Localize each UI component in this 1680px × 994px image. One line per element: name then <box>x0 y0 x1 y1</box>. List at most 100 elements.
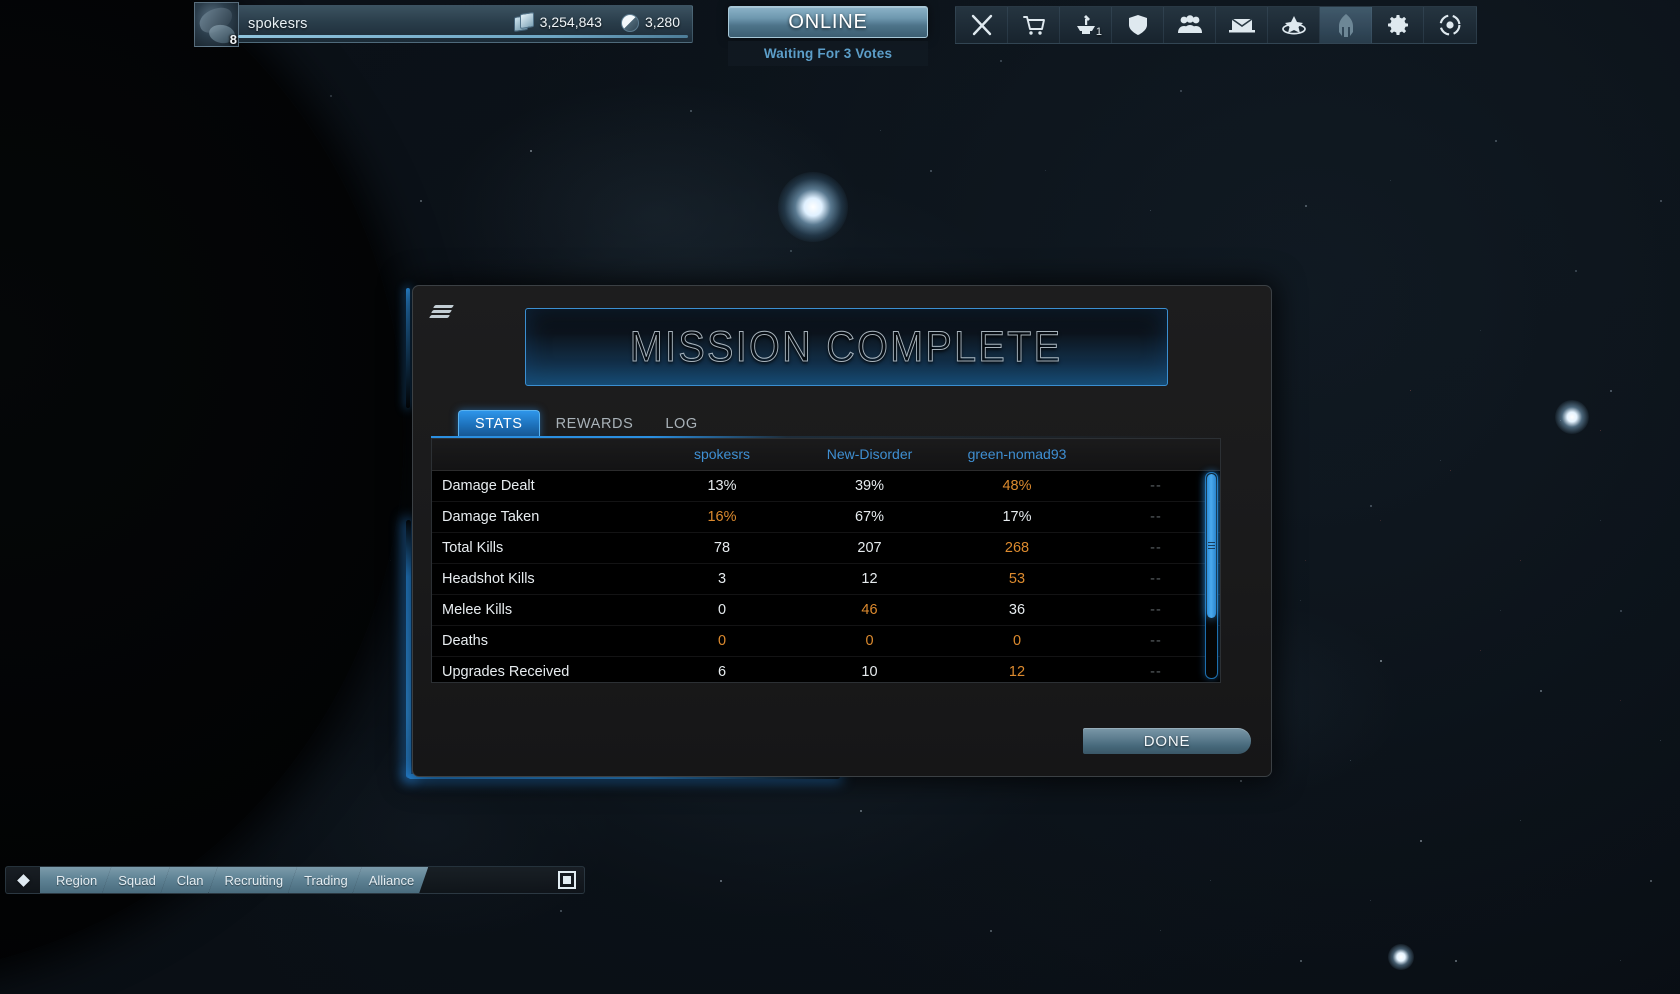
tab-rewards[interactable]: REWARDS <box>555 416 634 432</box>
col-header-player-2: New-Disorder <box>797 439 942 471</box>
stat-label: Deaths <box>432 625 647 657</box>
player-name: spokesrs <box>248 16 308 32</box>
stats-table: spokesrs New-Disorder green-nomad93 Dama… <box>432 439 1220 682</box>
tab-underline <box>431 436 1221 438</box>
chevron-menu-icon[interactable] <box>428 302 455 322</box>
stat-value: 78 <box>647 532 797 564</box>
col-header-player-1: spokesrs <box>647 439 797 471</box>
dialog-glow-top-left <box>406 288 410 408</box>
dialog-glow-left <box>406 520 411 778</box>
top-icon-bar: 1 <box>955 6 1477 44</box>
foundry-anvil-icon[interactable]: 1 <box>1060 7 1112 43</box>
table-row: Damage Dealt 13% 39% 48% -- <box>432 470 1220 502</box>
stat-label: Total Kills <box>432 532 647 564</box>
tab-stats[interactable]: STATS <box>458 410 540 438</box>
stat-value: 13% <box>647 470 797 502</box>
stat-value: 17% <box>942 501 1092 533</box>
stat-value-empty: -- <box>1092 625 1220 657</box>
stat-value: 16% <box>647 501 797 533</box>
player-avatar-icon[interactable]: 8 <box>194 2 239 47</box>
stat-value: 12 <box>797 563 942 595</box>
alliance-icon[interactable] <box>1268 7 1320 43</box>
stat-value: 46 <box>797 594 942 626</box>
col-header-player-3: green-nomad93 <box>942 439 1092 471</box>
chat-tab-region[interactable]: Region <box>40 867 111 893</box>
codex-icon[interactable] <box>1320 7 1372 43</box>
stat-value: 268 <box>942 532 1092 564</box>
arsenal-icon[interactable] <box>956 7 1008 43</box>
foundry-badge: 1 <box>1095 26 1102 38</box>
stat-value: 0 <box>797 625 942 657</box>
vote-status-text: Waiting For 3 Votes <box>728 41 928 66</box>
stat-label: Damage Taken <box>432 501 647 533</box>
table-header-row: spokesrs New-Disorder green-nomad93 <box>432 439 1220 471</box>
stat-value: 36 <box>942 594 1092 626</box>
stat-value-empty: -- <box>1092 532 1220 564</box>
stat-label: Headshot Kills <box>432 563 647 595</box>
online-button[interactable]: ONLINE <box>728 6 928 38</box>
market-cart-icon[interactable] <box>1008 7 1060 43</box>
stat-value: 0 <box>647 594 797 626</box>
options-target-icon[interactable] <box>1424 7 1476 43</box>
chat-tabs: Region Squad Clan Recruiting Trading Alliance <box>40 867 419 893</box>
stat-value: 53 <box>942 563 1092 595</box>
player-panel[interactable]: 8 spokesrs 3,254,843 3,280 <box>194 2 693 47</box>
platinum-currency[interactable]: 3,280 <box>619 13 680 32</box>
bright-star-icon <box>778 172 848 242</box>
stats-table-wrap: spokesrs New-Disorder green-nomad93 Dama… <box>431 438 1221 683</box>
stat-label: Upgrades Received <box>432 656 647 682</box>
stat-value: 12 <box>942 656 1092 682</box>
syndicate-shield-icon[interactable] <box>1112 7 1164 43</box>
stat-value: 10 <box>797 656 942 682</box>
table-row: Total Kills 78 207 268 -- <box>432 532 1220 564</box>
table-row: Upgrades Received 6 10 12 -- <box>432 656 1220 682</box>
table-row: Melee Kills 0 46 36 -- <box>432 594 1220 626</box>
done-button[interactable]: DONE <box>1083 728 1251 754</box>
tab-log[interactable]: LOG <box>665 416 698 432</box>
left-arrow-icon[interactable] <box>6 873 40 887</box>
chat-tab-squad[interactable]: Squad <box>102 867 170 893</box>
stat-value: 39% <box>797 470 942 502</box>
table-row: Damage Taken 16% 67% 17% -- <box>432 501 1220 533</box>
stat-value-empty: -- <box>1092 470 1220 502</box>
scrollbar-thumb[interactable] <box>1207 474 1216 618</box>
stats-scrollbar[interactable] <box>1205 472 1218 679</box>
dialog-tabs: STATS REWARDS LOG <box>458 408 714 438</box>
stat-value: 6 <box>647 656 797 682</box>
settings-gear-icon[interactable] <box>1372 7 1424 43</box>
table-row: Deaths 0 0 0 -- <box>432 625 1220 657</box>
currency-area: 3,254,843 3,280 <box>514 13 692 35</box>
stat-value-empty: -- <box>1092 501 1220 533</box>
platinum-icon <box>619 13 639 32</box>
bright-star-icon <box>1555 400 1589 434</box>
clan-people-icon[interactable] <box>1164 7 1216 43</box>
chat-tab-bar: Region Squad Clan Recruiting Trading Alliance <box>5 866 585 894</box>
mission-complete-dialog: MISSION COMPLETE STATS REWARDS LOG spoke… <box>412 285 1272 777</box>
stat-label: Damage Dealt <box>432 470 647 502</box>
bright-star-icon <box>1388 944 1414 970</box>
stat-value: 207 <box>797 532 942 564</box>
page-title: MISSION COMPLETE <box>630 322 1063 371</box>
stats-table-body: Damage Dealt 13% 39% 48% -- Damage Taken 16% 67… <box>432 470 1220 682</box>
player-level-badge: 8 <box>229 32 237 47</box>
top-hud-bar: 8 spokesrs 3,254,843 3,280 ONLINE Waitin… <box>0 0 1680 66</box>
chat-tab-recruiting[interactable]: Recruiting <box>209 867 298 893</box>
stat-value-empty: -- <box>1092 563 1220 595</box>
chat-tab-trading[interactable]: Trading <box>288 867 362 893</box>
online-status-group: ONLINE Waiting For 3 Votes <box>728 6 928 66</box>
chat-tab-alliance[interactable]: Alliance <box>353 867 429 893</box>
inbox-mail-icon[interactable] <box>1216 7 1268 43</box>
chat-window-toggle-icon[interactable] <box>558 871 576 889</box>
stat-value: 48% <box>942 470 1092 502</box>
credits-currency[interactable]: 3,254,843 <box>514 13 602 31</box>
stat-value: 3 <box>647 563 797 595</box>
chat-tab-clan[interactable]: Clan <box>161 867 218 893</box>
stat-value-empty: -- <box>1092 656 1220 682</box>
stat-value: 0 <box>647 625 797 657</box>
col-header-player-4 <box>1092 439 1220 471</box>
credits-amount: 3,254,843 <box>539 14 602 30</box>
col-header-stat <box>432 439 647 471</box>
stat-value: 0 <box>942 625 1092 657</box>
table-row: Headshot Kills 3 12 53 -- <box>432 563 1220 595</box>
